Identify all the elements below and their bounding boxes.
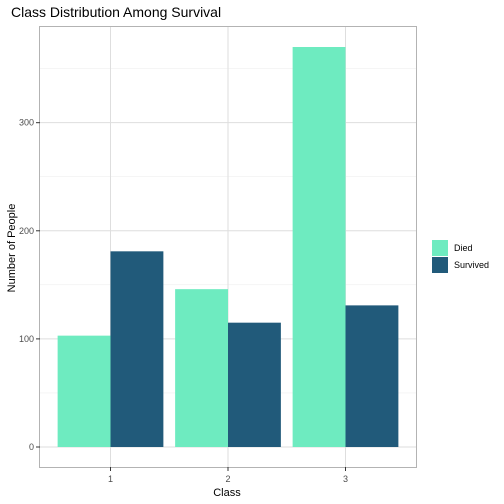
y-tick-label: 0 — [29, 442, 34, 452]
y-tick-label: 100 — [19, 334, 34, 344]
bar-died-class-1 — [57, 335, 111, 447]
y-axis: 0 100 200 300 — [19, 118, 40, 452]
bar-survived-class-1 — [110, 251, 164, 447]
bar-died-class-2 — [175, 289, 228, 447]
chart-title: Class Distribution Among Survival — [11, 4, 221, 20]
bars — [57, 47, 399, 447]
bar-survived-class-3 — [345, 305, 399, 447]
legend: Died Survived — [432, 240, 489, 273]
legend-label-survived: Survived — [454, 260, 489, 270]
x-tick-label: 2 — [225, 474, 230, 484]
legend-key-died — [432, 240, 448, 256]
x-axis-title: Class — [213, 487, 241, 499]
x-axis: 1 2 3 — [108, 467, 348, 484]
y-axis-title: Number of People — [6, 204, 18, 293]
x-tick-label: 1 — [108, 474, 113, 484]
bar-survived-class-2 — [228, 322, 281, 447]
x-tick-label: 3 — [343, 474, 348, 484]
y-tick-label: 200 — [19, 226, 34, 236]
legend-key-survived — [432, 257, 448, 273]
y-tick-label: 300 — [19, 118, 34, 128]
bar-died-class-3 — [292, 47, 346, 447]
legend-label-died: Died — [454, 243, 473, 253]
